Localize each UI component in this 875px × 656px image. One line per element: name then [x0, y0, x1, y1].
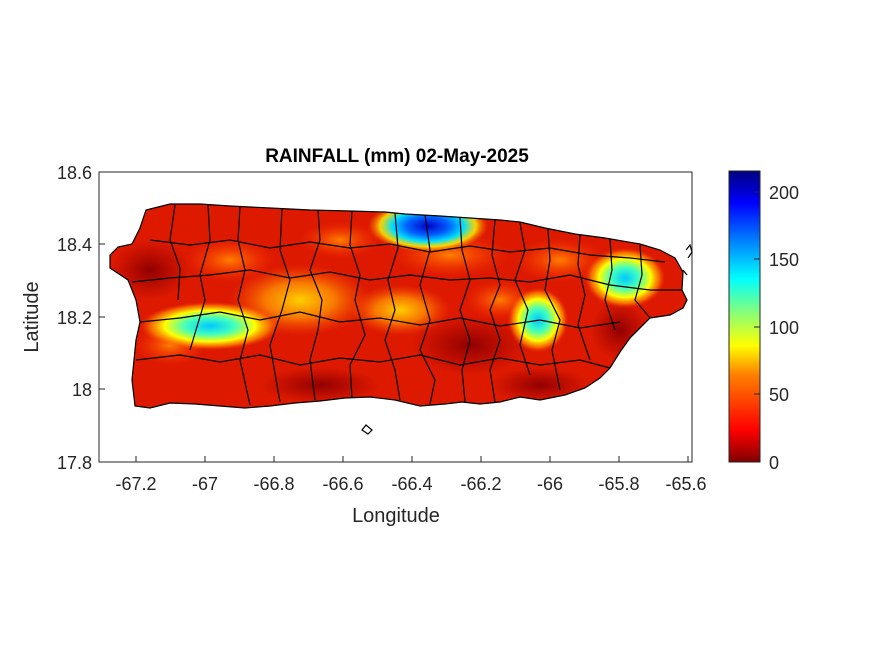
colorbar-ticks	[754, 191, 760, 463]
colorbar-tick-label: 150	[769, 250, 799, 270]
x-tick-label: -65.8	[598, 474, 639, 494]
y-tick-label: 18.6	[57, 163, 92, 183]
x-axis-label: Longitude	[352, 505, 440, 527]
y-axis	[99, 171, 105, 463]
x-tick-label: -66.2	[460, 474, 501, 494]
x-axis	[135, 456, 689, 462]
colorbar-tick-label: 0	[769, 453, 779, 473]
x-tick-label: -66.6	[322, 474, 363, 494]
x-tick-label: -67	[192, 474, 218, 494]
colorbar	[728, 170, 761, 463]
colorbar-tick-label: 50	[769, 385, 789, 405]
colorbar-tick-label: 200	[769, 183, 799, 203]
x-tick-labels: -67.2 -67 -66.8 -66.6 -66.4 -66.2 -66 -6…	[115, 474, 706, 494]
x-tick-label: -66.8	[253, 474, 294, 494]
y-tick-labels: 18.6 18.4 18.2 18 17.8	[57, 163, 92, 473]
y-tick-label: 18.4	[57, 235, 92, 255]
municipality-boundaries	[109, 203, 693, 435]
colorbar-tick-label: 100	[769, 318, 799, 338]
x-tick-label: -66.4	[391, 474, 432, 494]
y-tick-label: 18	[72, 380, 92, 400]
y-axis-label: Latitude	[21, 281, 43, 352]
chart-title: RAINFALL (mm) 02-May-2025	[265, 146, 529, 167]
x-tick-label: -65.6	[665, 474, 706, 494]
y-tick-label: 18.2	[57, 308, 92, 328]
x-tick-label: -67.2	[115, 474, 156, 494]
colorbar-tick-labels: 200 150 100 50 0	[769, 183, 799, 473]
y-tick-label: 17.8	[57, 453, 92, 473]
x-tick-label: -66	[537, 474, 563, 494]
